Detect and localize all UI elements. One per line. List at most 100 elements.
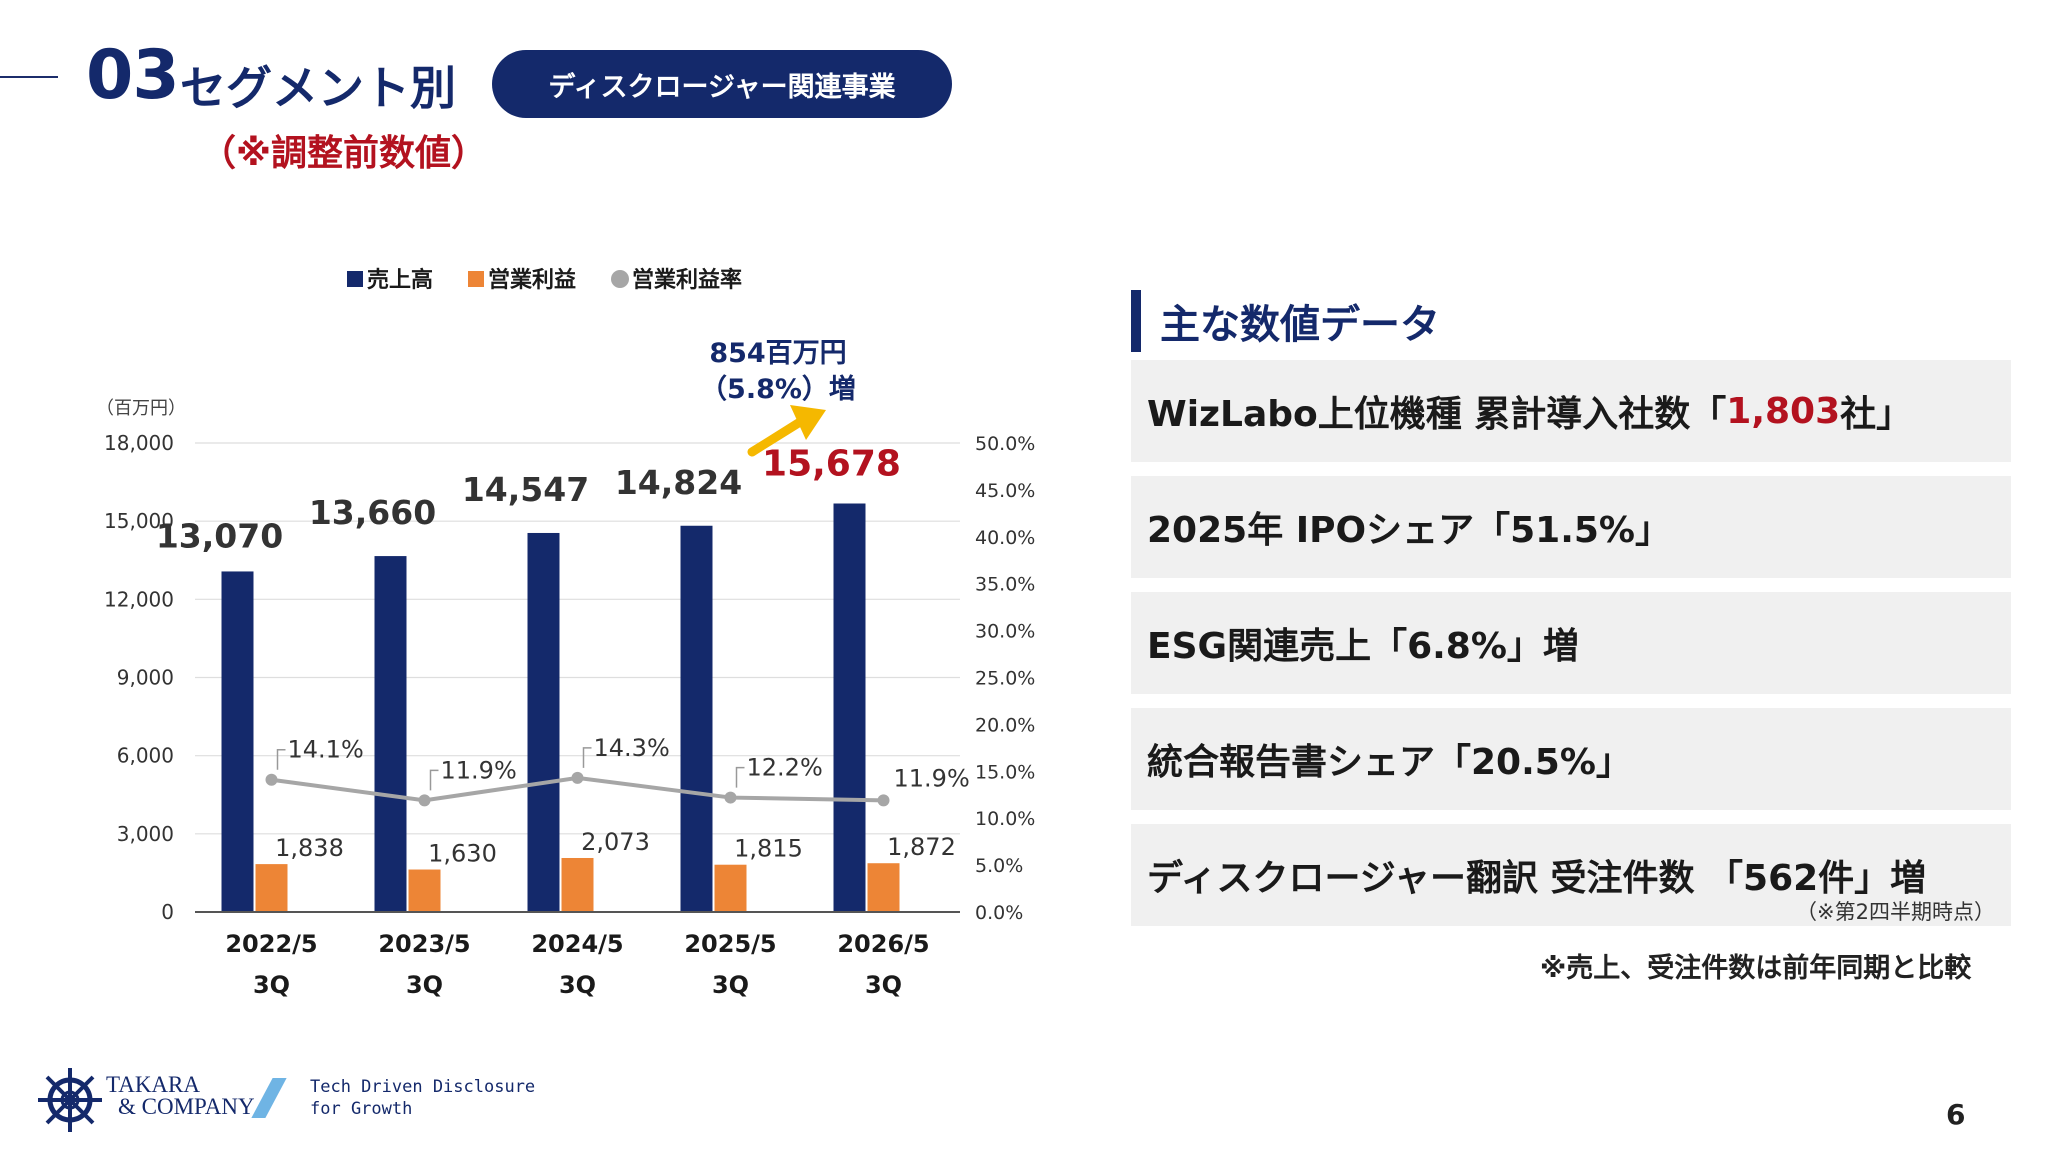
x-tick-label-quarter: 3Q [712,971,749,999]
y2-tick-label: 35.0% [975,574,1035,596]
key-figure-5: ディスクロージャー翻訳 受注件数 「562件」増 （※第2四半期時点） [1131,824,2011,926]
bar-sales [833,503,866,912]
legend-swatch [347,271,363,287]
label-sales: 15,678 [762,444,901,485]
header-rule [0,76,58,78]
bar-operating-profit [867,863,900,912]
page-number: 6 [1946,1098,1966,1131]
y2-tick-label: 0.0% [975,902,1023,924]
chart-annotation: 854百万円 （5.8%）増 [700,338,856,457]
key-figure-1-prefix: WizLabo上位機種 累計導入社数「 [1147,394,1727,435]
label-sales: 13,070 [156,516,283,555]
bar-operating-profit [255,864,288,912]
y2-tick-label: 20.0% [975,714,1035,736]
y2-tick-label: 45.0% [975,480,1035,502]
label-sales: 14,824 [615,463,742,502]
company-tagline: Tech Driven Disclosure for Growth [310,1077,536,1119]
key-figures-title: 主な数値データ [1160,302,1440,348]
segment-chart: 売上高 営業利益 営業利益率 13,070 13,660 14,547 14,824 15,… [96,267,1035,999]
company-logo-text: TAKARA & COMPANY [106,1072,255,1119]
chart-margin-line [265,747,890,807]
x-tick-label: 2023/5 [378,930,470,958]
label-operating-margin: 14.3% [594,734,670,762]
point-operating-margin [418,794,431,807]
margin-leader [429,769,439,791]
y-tick-label: 12,000 [104,587,174,611]
tagline-slash-mark [251,1078,287,1118]
key-figure-1: WizLabo上位機種 累計導入社数「 1,803 社」 [1131,360,2011,462]
label-operating-profit: 2,073 [581,828,650,856]
legend-swatch [611,270,629,288]
key-figure-4: 統合報告書シェア「20.5%」 [1131,708,2011,810]
annotation-arrow-head [790,405,826,440]
legend-label: 営業利益 [488,267,576,293]
point-operating-margin [265,773,278,786]
legend-label: 売上高 [367,267,433,293]
bar-operating-profit [408,869,441,912]
y2-tick-label: 5.0% [975,855,1023,877]
label-operating-profit: 1,815 [734,835,803,863]
y-tick-label: 6,000 [117,744,174,768]
ship-wheel-logo-icon [38,1068,102,1132]
x-tick-label-quarter: 3Q [406,971,443,999]
point-operating-margin [571,771,584,784]
bar-sales [221,571,254,912]
key-figure-2: 2025年 IPOシェア「51.5%」 [1131,476,2011,578]
label-operating-margin: 12.2% [747,754,823,782]
x-tick-label: 2025/5 [684,930,776,958]
y2-tick-label: 30.0% [975,621,1035,643]
section-title: セグメント別 [180,61,456,115]
margin-leader [735,766,745,788]
y-tick-label: 15,000 [104,509,174,533]
y-tick-label: 18,000 [104,431,174,455]
annotation-arrow-shaft [747,417,805,457]
x-tick-label-quarter: 3Q [253,971,290,999]
y-tick-label: 9,000 [117,666,174,690]
key-figures-title-bar [1131,290,1141,352]
label-sales: 13,660 [309,493,436,532]
y2-tick-label: 15.0% [975,761,1035,783]
label-operating-profit: 1,630 [428,840,497,868]
key-figure-3: ESG関連売上「6.8%」増 [1131,592,2011,694]
point-operating-margin [877,794,890,807]
legend-label: 営業利益率 [632,267,742,293]
bar-operating-profit [714,864,747,912]
label-sales: 14,547 [462,470,589,509]
key-figure-2-text: 2025年 IPOシェア「51.5%」 [1147,510,1672,551]
label-operating-margin: 11.9% [894,764,970,792]
x-tick-label: 2026/5 [837,930,929,958]
y-unit-label: （百万円） [96,398,186,419]
chart-gridlines [195,442,960,835]
y2-tick-label: 40.0% [975,527,1035,549]
bar-operating-profit [561,857,594,912]
annotation-line2: （5.8%）増 [700,373,856,405]
y2-tick-label: 25.0% [975,668,1035,690]
y2-tick-label: 50.0% [975,433,1035,455]
key-figure-3-text: ESG関連売上「6.8%」増 [1147,626,1579,667]
key-figure-1-highlight: 1,803 [1726,390,1841,432]
label-operating-margin: 14.1% [288,736,364,764]
label-operating-margin: 11.9% [441,756,517,784]
x-tick-label: 2024/5 [531,930,623,958]
point-operating-margin [724,791,737,804]
y2-tick-label: 10.0% [975,808,1035,830]
key-figure-1-suffix: 社」 [1840,394,1913,435]
label-operating-profit: 1,872 [887,833,956,861]
y-tick-label: 0 [161,900,174,924]
segment-pill: ディスクロージャー関連事業 [492,50,952,118]
key-figure-4-text: 統合報告書シェア「20.5%」 [1147,742,1632,783]
comparison-footnote: ※売上、受注件数は前年同期と比較 [1540,953,1972,984]
section-subtitle: （※調整前数値） [200,133,487,174]
chart-labels: 13,070 13,660 14,547 14,824 15,678 1,838 1,630… [156,444,970,868]
legend-swatch [468,271,484,287]
x-tick-label: 2022/5 [225,930,317,958]
x-tick-label-quarter: 3Q [559,971,596,999]
x-tick-label-quarter: 3Q [865,971,902,999]
label-operating-profit: 1,838 [275,834,344,862]
margin-leader [276,748,286,770]
bar-sales [527,532,560,912]
key-figure-5-text: ディスクロージャー翻訳 受注件数 「562件」増 [1147,858,1927,899]
y-tick-label: 3,000 [117,822,174,846]
chart-axes: 0 3,000 6,000 9,000 12,000 15,000 18,000 （百万円） 0… [96,398,1035,999]
key-figure-5-note: （※第2四半期時点） [1796,900,1995,924]
